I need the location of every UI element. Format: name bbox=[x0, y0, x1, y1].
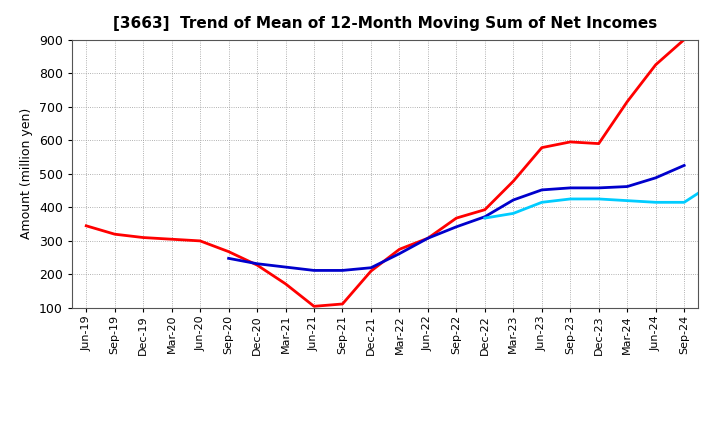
Title: [3663]  Trend of Mean of 12-Month Moving Sum of Net Incomes: [3663] Trend of Mean of 12-Month Moving … bbox=[113, 16, 657, 32]
Y-axis label: Amount (million yen): Amount (million yen) bbox=[20, 108, 33, 239]
